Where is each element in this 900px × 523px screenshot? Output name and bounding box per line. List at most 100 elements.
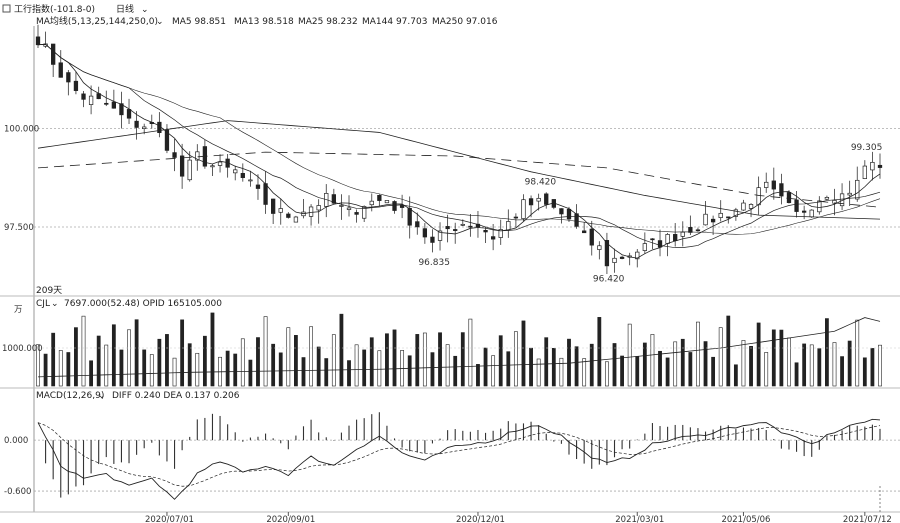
window-menu-icon[interactable] — [2, 4, 11, 13]
volume-bar — [521, 320, 526, 387]
volume-bar — [316, 346, 321, 387]
candle-body — [278, 208, 283, 213]
volume-bar — [696, 321, 700, 387]
macd-chevron-icon[interactable]: ⌄ — [98, 391, 106, 401]
candle-body — [824, 197, 830, 200]
volume-panel[interactable] — [34, 312, 900, 387]
candle-body — [733, 209, 739, 217]
volume-bar — [149, 354, 154, 387]
volume-bar — [195, 352, 200, 387]
volume-bar — [832, 342, 837, 387]
ma-chevron-icon[interactable]: ⌄ — [156, 17, 164, 27]
candle-body — [35, 36, 41, 46]
volume-bar — [240, 338, 245, 387]
candle-body — [794, 199, 799, 212]
volume-bar — [407, 355, 412, 387]
volume-bar — [840, 356, 844, 387]
candle-body — [490, 236, 496, 240]
volume-bar — [263, 316, 268, 387]
macd-tick-label: -0.600 — [4, 487, 31, 497]
volume-bar — [787, 337, 791, 387]
candle-body — [164, 129, 170, 151]
candle-body — [855, 179, 860, 200]
candle-body — [195, 151, 200, 161]
candle-body — [498, 229, 503, 238]
volume-bar — [430, 352, 435, 387]
volume-bar — [476, 364, 480, 387]
candle-body — [179, 155, 185, 177]
ma5-line — [37, 43, 881, 259]
candle-body — [233, 169, 238, 174]
main-indicator-label[interactable]: MA均线(5,13,25,144,250,0) — [36, 15, 158, 27]
candle-body — [779, 183, 784, 197]
volume-bar — [422, 332, 427, 387]
candle-body — [415, 221, 420, 228]
volume-bar — [862, 357, 867, 387]
volume-bar — [620, 355, 624, 387]
volume-bar — [642, 342, 647, 387]
candle-body — [764, 181, 769, 188]
candle-body — [870, 161, 875, 171]
volume-bar — [878, 344, 882, 387]
candle-body — [58, 62, 63, 78]
volume-bar — [825, 318, 829, 387]
period-selector[interactable]: 日线 — [116, 3, 134, 15]
candle-body — [377, 194, 382, 201]
candle-body — [445, 226, 450, 230]
volume-chevron-icon[interactable]: ⌄ — [51, 299, 59, 309]
candle-body — [604, 240, 610, 267]
chart-header: 工行指数(-101.8-0) 日线 ⌄ — [2, 3, 149, 15]
price-annotation: 96.420 — [593, 275, 625, 285]
volume-bar — [574, 346, 579, 387]
candle-body — [331, 194, 336, 204]
volume-tick-label: 1000.000 — [2, 344, 43, 354]
candle-body — [339, 205, 344, 207]
ma144-value: MA144 97.703 — [362, 17, 427, 27]
volume-bar — [597, 317, 602, 387]
candle-body — [271, 198, 276, 214]
volume-bar — [43, 353, 48, 387]
ma13-value: MA13 98.518 — [234, 17, 294, 27]
volume-bar — [688, 352, 693, 387]
macd-panel[interactable]: 0.000 -0.600 — [4, 412, 900, 500]
volume-bar — [187, 343, 192, 387]
candle-body — [437, 230, 443, 241]
ma144-line — [37, 120, 881, 220]
candle-body — [468, 225, 473, 228]
candle-body — [384, 200, 390, 204]
candle-body — [111, 101, 117, 109]
candle-body — [66, 72, 71, 83]
candle-body — [817, 200, 822, 213]
volume-bar — [339, 313, 344, 387]
volume-indicator-label[interactable]: CJL — [36, 299, 50, 309]
volume-bar — [673, 341, 678, 387]
candle-body — [582, 230, 587, 234]
price-annotation: 99.305 — [851, 143, 883, 153]
macd-indicator-label[interactable]: MACD(12,26,9) — [36, 391, 104, 401]
candle-body — [771, 180, 776, 190]
volume-bar — [779, 329, 784, 387]
candle-body — [642, 243, 647, 251]
volume-bar — [635, 356, 640, 387]
volume-bar — [809, 344, 814, 387]
candle-body — [142, 126, 147, 129]
candle-body — [187, 159, 192, 181]
volume-bar — [347, 360, 351, 387]
symbol-label[interactable]: 工行指数(-101.8-0) — [14, 3, 95, 15]
diff-line — [37, 418, 881, 500]
candle-body — [741, 202, 746, 211]
volume-bar — [256, 337, 260, 387]
ma5-value: MA5 98.851 — [172, 17, 226, 27]
volume-bar — [536, 358, 541, 387]
candle-body — [862, 165, 867, 179]
volume-bar — [544, 337, 549, 387]
volume-bar — [142, 349, 147, 387]
volume-bar — [453, 355, 458, 387]
price-panel[interactable]: 100.000 97.500 98.420 96.835 96.420 99.305 — [0, 24, 900, 513]
candle-body — [536, 197, 541, 202]
period-chevron-icon[interactable]: ⌄ — [141, 5, 149, 15]
volume-bar — [51, 332, 56, 387]
volume-bar — [551, 347, 556, 387]
